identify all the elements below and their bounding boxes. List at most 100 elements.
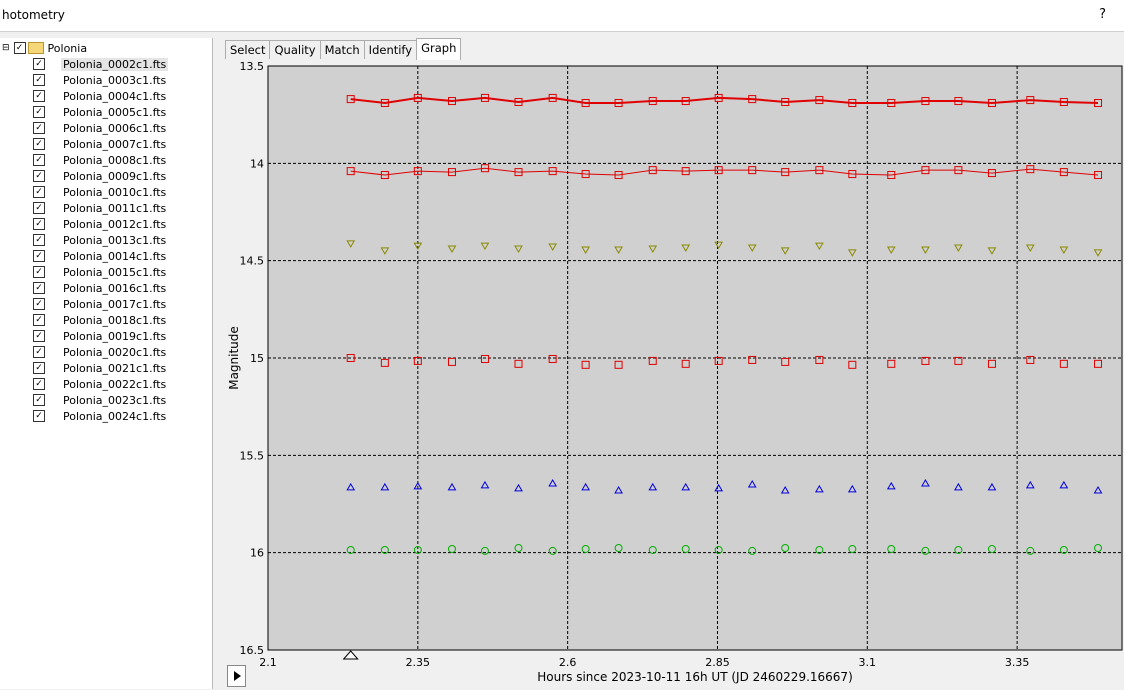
file-name[interactable]: Polonia_0003c1.fts <box>63 73 167 87</box>
data-point <box>815 355 824 364</box>
file-name[interactable]: Polonia_0008c1.fts <box>63 153 167 167</box>
data-point <box>987 169 996 178</box>
checkbox[interactable]: ✓ <box>33 298 45 310</box>
help-button[interactable]: ? <box>1099 7 1106 22</box>
checkbox[interactable]: ✓ <box>33 154 45 166</box>
checkbox[interactable]: ✓ <box>33 410 45 422</box>
tab[interactable]: Match <box>319 40 365 59</box>
file-name[interactable]: Polonia_0021c1.fts <box>63 361 167 375</box>
file-name[interactable]: Polonia_0018c1.fts <box>63 313 167 327</box>
data-point <box>1026 96 1035 105</box>
checkbox[interactable]: ✓ <box>33 186 45 198</box>
file-name[interactable]: Polonia_0013c1.fts <box>63 233 167 247</box>
checkbox[interactable]: ✓ <box>33 106 45 118</box>
checkbox[interactable]: ✓ <box>13 42 26 54</box>
file-name[interactable]: Polonia_0012c1.fts <box>63 217 167 231</box>
file-name[interactable]: Polonia_0010c1.fts <box>63 185 167 199</box>
tree-item: ✓ Polonia_0006c1.fts <box>33 120 168 136</box>
file-name[interactable]: Polonia_0005c1.fts <box>63 105 167 119</box>
data-point <box>1059 480 1069 489</box>
checkbox[interactable]: ✓ <box>33 266 45 278</box>
file-tree: ⊟ ✓ Polonia ✓ Polonia_0002c1.fts ✓ Polonia_000… <box>0 38 213 689</box>
tree-item: ✓ Polonia_0022c1.fts <box>33 376 168 392</box>
data-point <box>346 240 356 248</box>
tab[interactable]: Identify <box>363 40 418 59</box>
data-point <box>1025 480 1035 489</box>
file-name[interactable]: Polonia_0017c1.fts <box>63 297 167 311</box>
file-name[interactable]: Polonia_0015c1.fts <box>63 265 167 279</box>
tree-item: ✓ Polonia_0017c1.fts <box>33 296 168 312</box>
checkbox[interactable]: ✓ <box>33 122 45 134</box>
data-point <box>614 360 623 369</box>
tab[interactable]: Graph <box>416 38 462 60</box>
data-point <box>681 482 691 491</box>
data-point <box>848 98 857 107</box>
checkbox[interactable]: ✓ <box>33 250 45 262</box>
data-point <box>887 98 896 107</box>
x-tick-label: 2.1 <box>259 656 277 669</box>
data-point <box>748 95 757 104</box>
checkbox[interactable]: ✓ <box>33 90 45 102</box>
data-point <box>954 244 963 253</box>
checkbox[interactable]: ✓ <box>33 394 45 406</box>
data-point <box>614 171 623 180</box>
data-point <box>581 482 590 491</box>
file-name[interactable]: Polonia_0024c1.fts <box>63 409 167 423</box>
file-name[interactable]: Polonia_0019c1.fts <box>63 329 167 343</box>
checkbox[interactable]: ✓ <box>33 282 45 294</box>
tree-item: ✓ Polonia_0021c1.fts <box>33 360 168 376</box>
data-point <box>581 246 590 254</box>
data-point <box>747 244 757 253</box>
checkbox[interactable]: ✓ <box>33 234 45 246</box>
checkbox[interactable]: ✓ <box>33 346 45 358</box>
data-point <box>614 246 623 254</box>
tree-item: ✓ Polonia_0009c1.fts <box>33 168 168 184</box>
data-point <box>614 98 623 107</box>
data-point <box>886 481 896 490</box>
tree-item: ✓ Polonia_0002c1.fts <box>33 56 169 72</box>
series-line <box>350 96 1099 104</box>
expander: ⊟ <box>2 43 10 53</box>
file-name[interactable]: Polonia_0006c1.fts <box>63 121 167 135</box>
file-name[interactable]: Polonia_0014c1.fts <box>63 249 167 263</box>
checkbox[interactable]: ✓ <box>33 74 45 86</box>
data-point <box>1094 359 1103 368</box>
checkbox[interactable]: ✓ <box>33 314 45 326</box>
checkbox[interactable]: ✓ <box>33 58 45 70</box>
data-point <box>748 546 757 555</box>
tab[interactable]: Quality <box>269 40 321 59</box>
file-name[interactable]: Polonia_0004c1.fts <box>63 89 167 103</box>
checkbox[interactable]: ✓ <box>33 378 45 390</box>
tab[interactable]: Select <box>225 40 271 59</box>
file-name[interactable]: Polonia_0016c1.fts <box>63 281 167 295</box>
file-name[interactable]: Polonia_0002c1.fts <box>61 57 169 71</box>
checkbox[interactable]: ✓ <box>33 218 45 230</box>
data-point <box>648 97 657 106</box>
file-name[interactable]: Polonia_0009c1.fts <box>63 169 167 183</box>
y-tick-label: 15.5 <box>240 449 265 462</box>
checkbox[interactable]: ✓ <box>33 330 45 342</box>
file-name[interactable]: Polonia_0022c1.fts <box>63 377 167 391</box>
checkbox[interactable]: ✓ <box>33 170 45 182</box>
x-tick-label: 2.85 <box>705 656 730 669</box>
checkbox[interactable]: ✓ <box>33 202 45 214</box>
checkbox[interactable]: ✓ <box>33 138 45 150</box>
data-point <box>413 545 422 554</box>
data-point <box>814 484 824 493</box>
data-point <box>887 544 896 553</box>
data-point <box>714 483 724 492</box>
file-name[interactable]: Polonia_0020c1.fts <box>63 345 167 359</box>
file-name[interactable]: Polonia_0023c1.fts <box>63 393 167 407</box>
tree-item: ✓ Polonia_0015c1.fts <box>33 264 168 280</box>
file-name[interactable]: Polonia_0011c1.fts <box>63 201 167 215</box>
data-point <box>987 359 996 368</box>
checkbox[interactable]: ✓ <box>33 362 45 374</box>
chart: 13.5 14 14.5 15 15.5 16 16.52.1 2.35 2.6 2.85 3.1 3… <box>227 60 1123 684</box>
file-name[interactable]: Polonia_0007c1.fts <box>63 137 167 151</box>
title-bar: hotometry ? <box>0 0 1124 32</box>
data-point <box>346 482 356 491</box>
data-point <box>1059 98 1068 107</box>
data-point <box>514 359 523 368</box>
play-button[interactable] <box>227 665 246 687</box>
